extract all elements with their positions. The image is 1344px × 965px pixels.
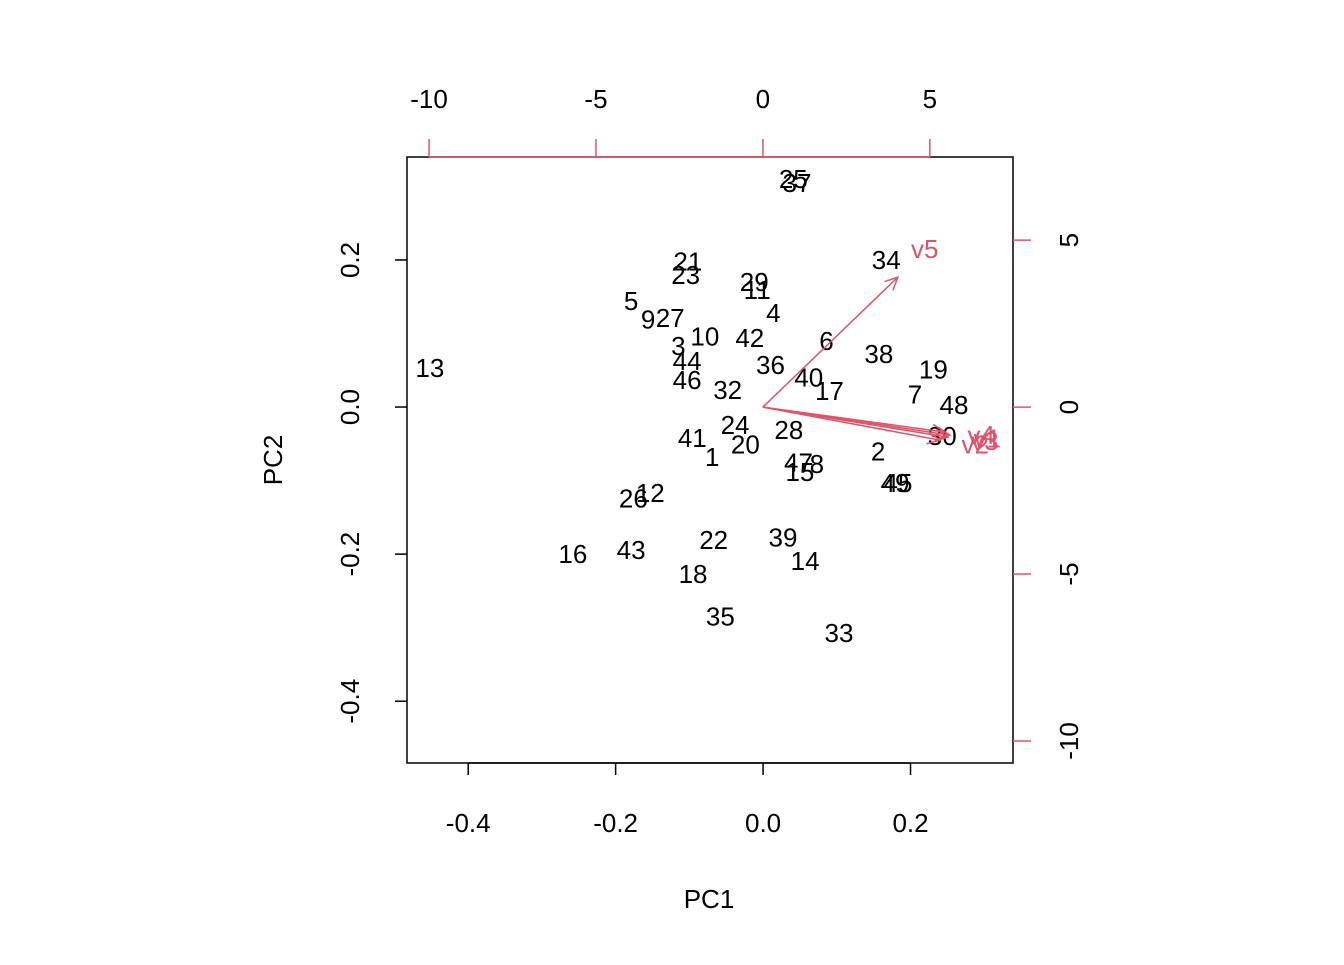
y2-tick-label: -5 [1054,562,1084,585]
point-label: 41 [678,423,707,453]
point-label: 47 [784,447,813,477]
point-label: 48 [940,390,969,420]
point-label: 36 [756,350,785,380]
point-label: 18 [679,559,708,589]
y-tick-label: 0.2 [335,242,365,278]
point-label: 39 [769,522,798,552]
point-label: 12 [636,478,665,508]
point-label: 25 [779,164,808,194]
point-label: 3 [671,331,685,361]
point-label: 15 [785,457,814,487]
point-label: 42 [735,323,764,353]
point-label: 2 [871,436,885,466]
y-axis-label: PC2 [258,435,288,486]
x2-tick-label: -5 [584,84,607,114]
point-label: 7 [908,380,922,410]
point-label: 11 [744,275,771,305]
loading-label: v5 [911,234,938,264]
point-label: 5 [624,286,638,316]
point-label: 23 [671,260,700,290]
point-label: 46 [673,365,702,395]
point-label: 22 [699,525,728,555]
y2-tick-label: -10 [1054,722,1084,760]
loading-arrow [762,276,900,408]
point-label: 28 [774,415,803,445]
point-label: 13 [415,353,444,383]
point-label: 9 [641,305,655,335]
x-axis-label: PC1 [684,884,735,914]
point-label: 21 [673,247,702,277]
point-label: 1 [705,442,719,472]
point-label: 4 [766,298,780,328]
loading-arrow [762,406,947,438]
point-label: 49 [881,468,910,498]
x-tick-label: 0.0 [745,808,781,838]
point-label: 24 [721,410,750,440]
point-label: 17 [815,376,844,406]
point-label: 43 [617,535,646,565]
point-label: 10 [690,322,719,352]
point-label: 34 [872,245,901,275]
point-label: 44 [673,346,702,376]
loading-label: v2 [962,430,989,460]
point-label: 14 [791,546,820,576]
y-tick-label: -0.2 [335,532,365,577]
point-label: 16 [558,539,587,569]
point-label: 33 [825,618,854,648]
x-tick-label: -0.2 [593,808,638,838]
point-label: 37 [783,168,812,198]
point-label: 26 [619,483,648,513]
y-tick-label: 0.0 [335,389,365,425]
point-label: 8 [810,449,824,479]
loading-label: v1 [974,424,1001,454]
x2-tick-label: 0 [756,84,770,114]
point-label: 27 [656,303,685,333]
x2-tick-label: 5 [923,84,937,114]
y2-tick-label: 5 [1054,233,1084,247]
x-tick-label: -0.4 [446,808,491,838]
point-label: 40 [794,363,823,393]
point-label: 38 [864,339,893,369]
loading-label: v4 [968,420,995,450]
point-label: 45 [884,468,913,498]
point-label: 20 [731,430,760,460]
point-label: 19 [919,355,948,385]
x2-tick-label: -10 [410,84,448,114]
y-tick-label: -0.4 [335,679,365,724]
point-label: 32 [713,375,742,405]
point-label: 35 [706,602,735,632]
y2-tick-label: 0 [1054,400,1084,414]
point-label: 29 [740,267,769,297]
x-tick-label: 0.2 [892,808,928,838]
loading-label: v3 [971,426,998,456]
